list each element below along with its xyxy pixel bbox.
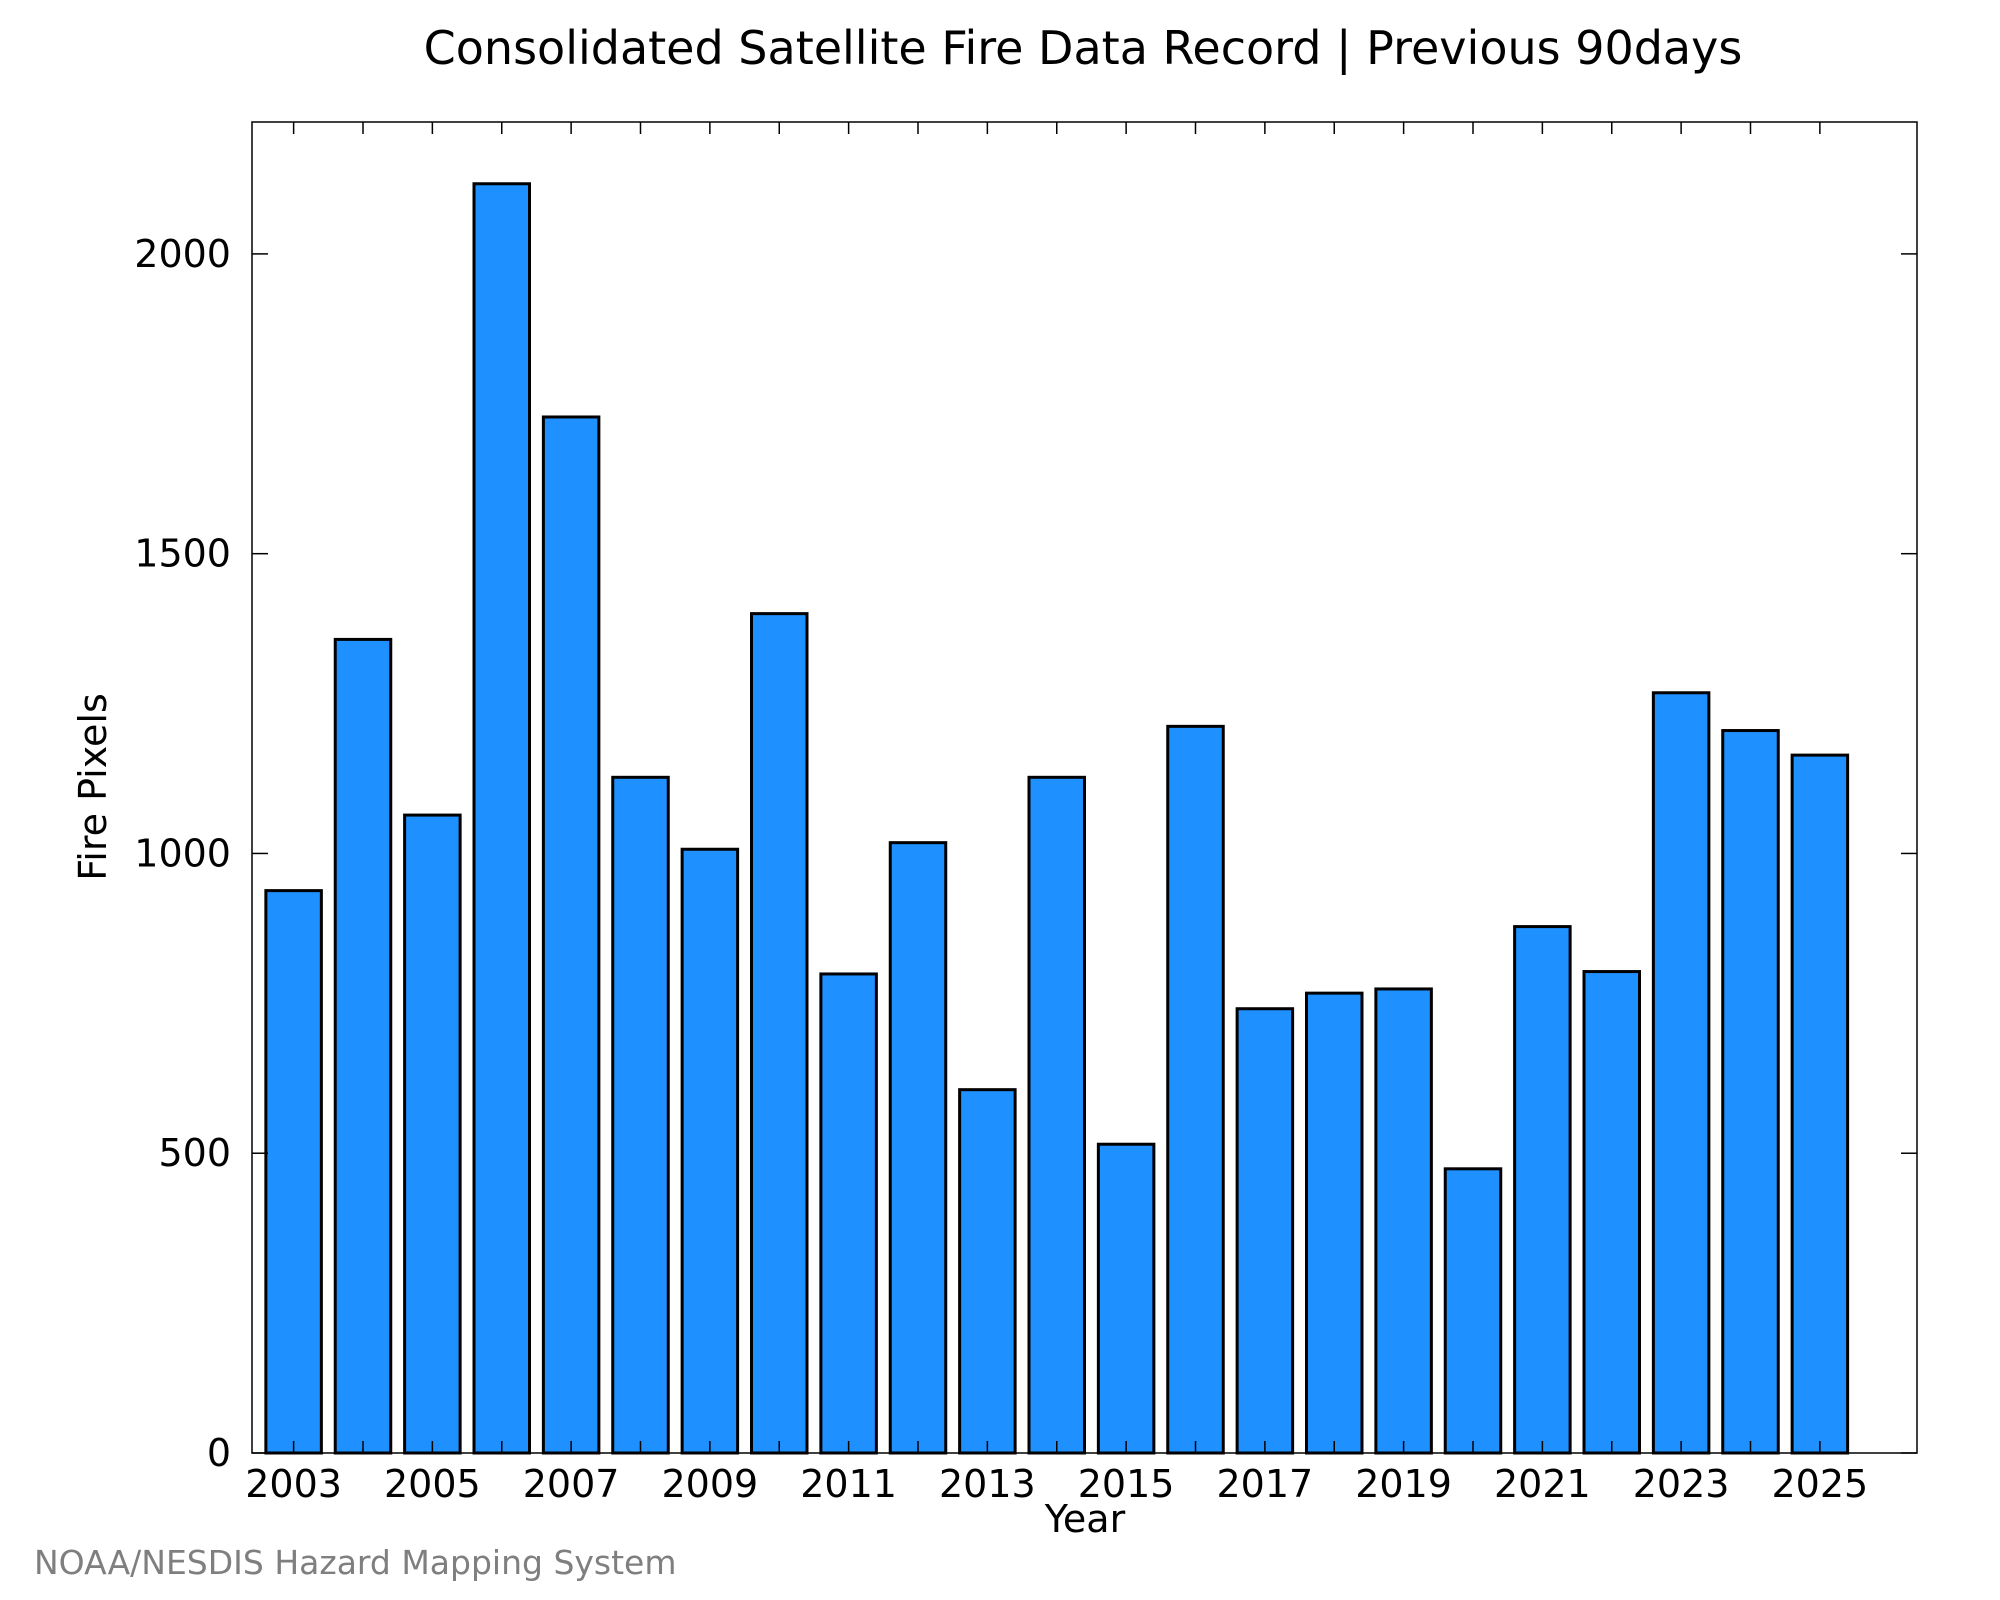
bar-2016	[1166, 724, 1225, 1455]
bar-2014	[1027, 775, 1086, 1455]
x-ticks: 2003 2005 2007 2009 2011 2013 2015 2017 2019 2021…	[245, 122, 1868, 1506]
x-tick-label-2015: 2015	[1078, 1462, 1175, 1506]
bar-2003	[264, 889, 323, 1455]
bar-2012	[888, 841, 948, 1455]
credit-text: NOAA/NESDIS Hazard Mapping System	[34, 1543, 677, 1582]
y-ticks: 0 500 1000 1500 2000	[134, 232, 1917, 1475]
bar-2021	[1513, 925, 1572, 1455]
x-tick-label-2003: 2003	[245, 1462, 342, 1506]
x-tick-label-2011: 2011	[800, 1462, 897, 1506]
bar-2008	[611, 775, 670, 1455]
x-axis-label: Year	[1044, 1497, 1126, 1541]
plot-frame	[251, 121, 1918, 1454]
bar-2007	[541, 415, 601, 1455]
y-tick-label-1000: 1000	[134, 831, 231, 875]
bar-2011	[819, 972, 878, 1455]
bar-2019	[1374, 987, 1433, 1455]
bars-group	[264, 182, 1850, 1455]
bar-2020	[1443, 1167, 1503, 1455]
chart-title: Consolidated Satellite Fire Data Record …	[424, 21, 1743, 76]
x-tick-label-2021: 2021	[1494, 1462, 1591, 1506]
bar-2004	[333, 637, 393, 1455]
y-axis-label: Fire Pixels	[71, 693, 115, 881]
bar-2010	[750, 612, 809, 1455]
x-tick-label-2025: 2025	[1772, 1462, 1869, 1506]
bar-2015	[1096, 1142, 1156, 1455]
bar-2024	[1721, 729, 1780, 1455]
x-tick-label-2007: 2007	[523, 1462, 620, 1506]
x-tick-label-2013: 2013	[939, 1462, 1036, 1506]
x-tick-label-2009: 2009	[662, 1462, 759, 1506]
y-tick-label-1500: 1500	[134, 532, 231, 576]
bar-2018	[1305, 991, 1364, 1455]
y-tick-label-0: 0	[207, 1431, 231, 1475]
bar-2009	[680, 847, 740, 1455]
bar-2017	[1235, 1007, 1295, 1455]
bar-2005	[403, 813, 462, 1455]
x-tick-label-2005: 2005	[384, 1462, 481, 1506]
bar-2023	[1651, 691, 1711, 1455]
bar-2013	[958, 1088, 1017, 1455]
x-tick-label-2017: 2017	[1217, 1462, 1314, 1506]
bar-2006	[472, 182, 531, 1455]
bar-2025	[1790, 753, 1850, 1455]
bar-2022	[1582, 970, 1641, 1455]
x-tick-label-2019: 2019	[1355, 1462, 1452, 1506]
x-tick-label-2023: 2023	[1633, 1462, 1730, 1506]
y-tick-label-500: 500	[158, 1131, 231, 1175]
y-tick-label-2000: 2000	[134, 232, 231, 276]
